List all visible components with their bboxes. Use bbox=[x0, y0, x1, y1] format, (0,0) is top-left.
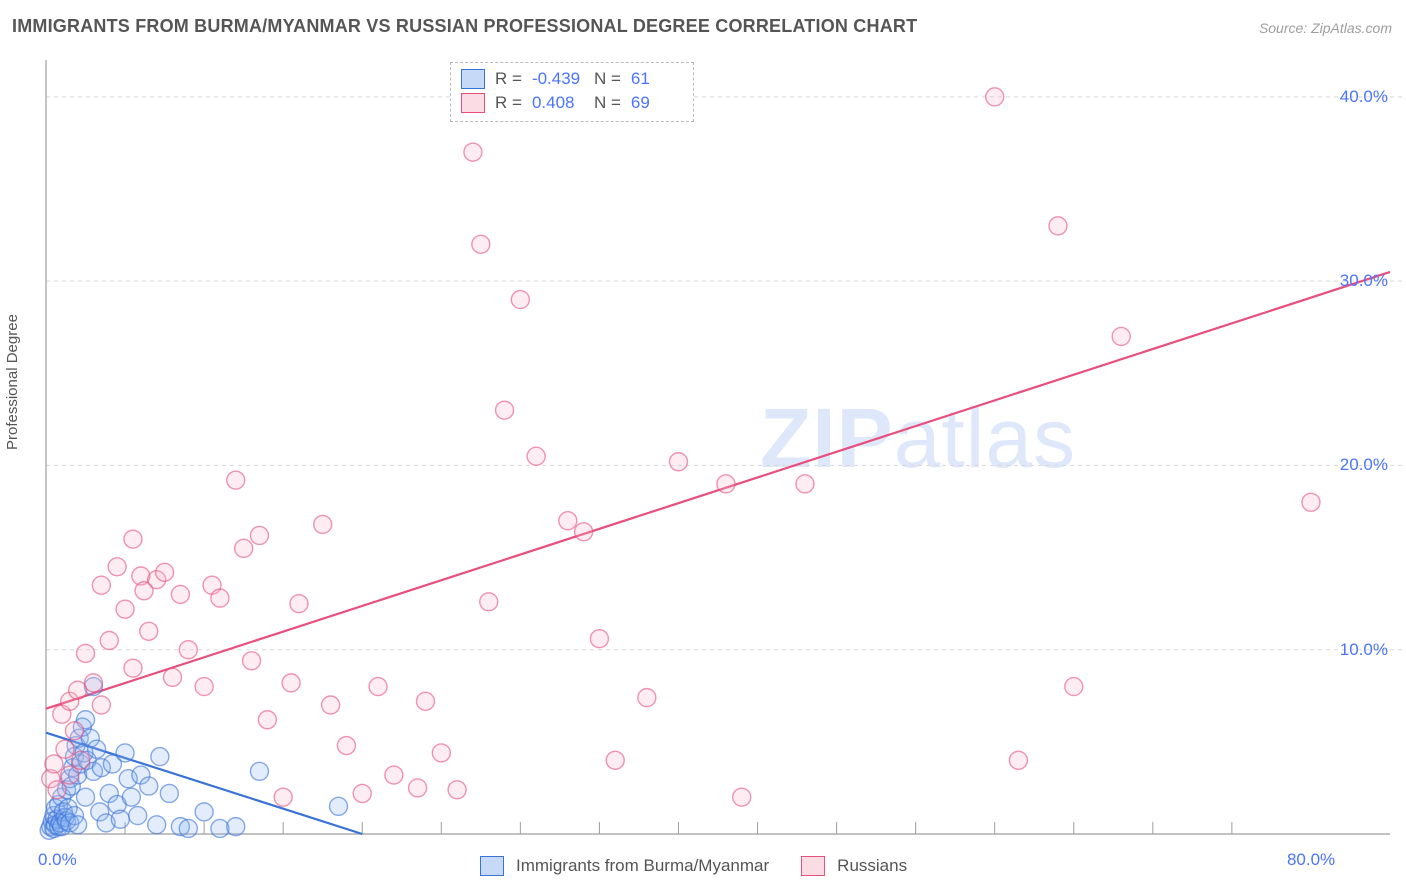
legend-series-label: Immigrants from Burma/Myanmar bbox=[516, 856, 769, 876]
legend-r-label: R = bbox=[495, 93, 522, 113]
legend-r-value: -0.439 bbox=[532, 69, 584, 89]
legend-swatch bbox=[480, 856, 504, 876]
y-tick-label: 10.0% bbox=[1340, 640, 1388, 660]
legend-row-russians: R = 0.408 N = 69 bbox=[461, 91, 683, 115]
legend-n-label: N = bbox=[594, 69, 621, 89]
x-tick-label: 0.0% bbox=[38, 850, 77, 870]
legend-series-label: Russians bbox=[837, 856, 907, 876]
legend-swatch bbox=[461, 93, 485, 113]
y-tick-label: 40.0% bbox=[1340, 87, 1388, 107]
x-tick-label: 80.0% bbox=[1287, 850, 1335, 870]
legend-row-burma: R = -0.439 N = 61 bbox=[461, 67, 683, 91]
legend-n-value: 61 bbox=[631, 69, 683, 89]
y-tick-label: 20.0% bbox=[1340, 455, 1388, 475]
scatter-chart bbox=[0, 0, 1406, 892]
legend-swatch bbox=[461, 69, 485, 89]
y-tick-label: 30.0% bbox=[1340, 271, 1388, 291]
legend-r-value: 0.408 bbox=[532, 93, 584, 113]
series-legend: Immigrants from Burma/Myanmar Russians bbox=[480, 856, 927, 876]
legend-n-value: 69 bbox=[631, 93, 683, 113]
correlation-legend: R = -0.439 N = 61 R = 0.408 N = 69 bbox=[450, 62, 694, 122]
legend-n-label: N = bbox=[594, 93, 621, 113]
legend-swatch bbox=[801, 856, 825, 876]
legend-r-label: R = bbox=[495, 69, 522, 89]
